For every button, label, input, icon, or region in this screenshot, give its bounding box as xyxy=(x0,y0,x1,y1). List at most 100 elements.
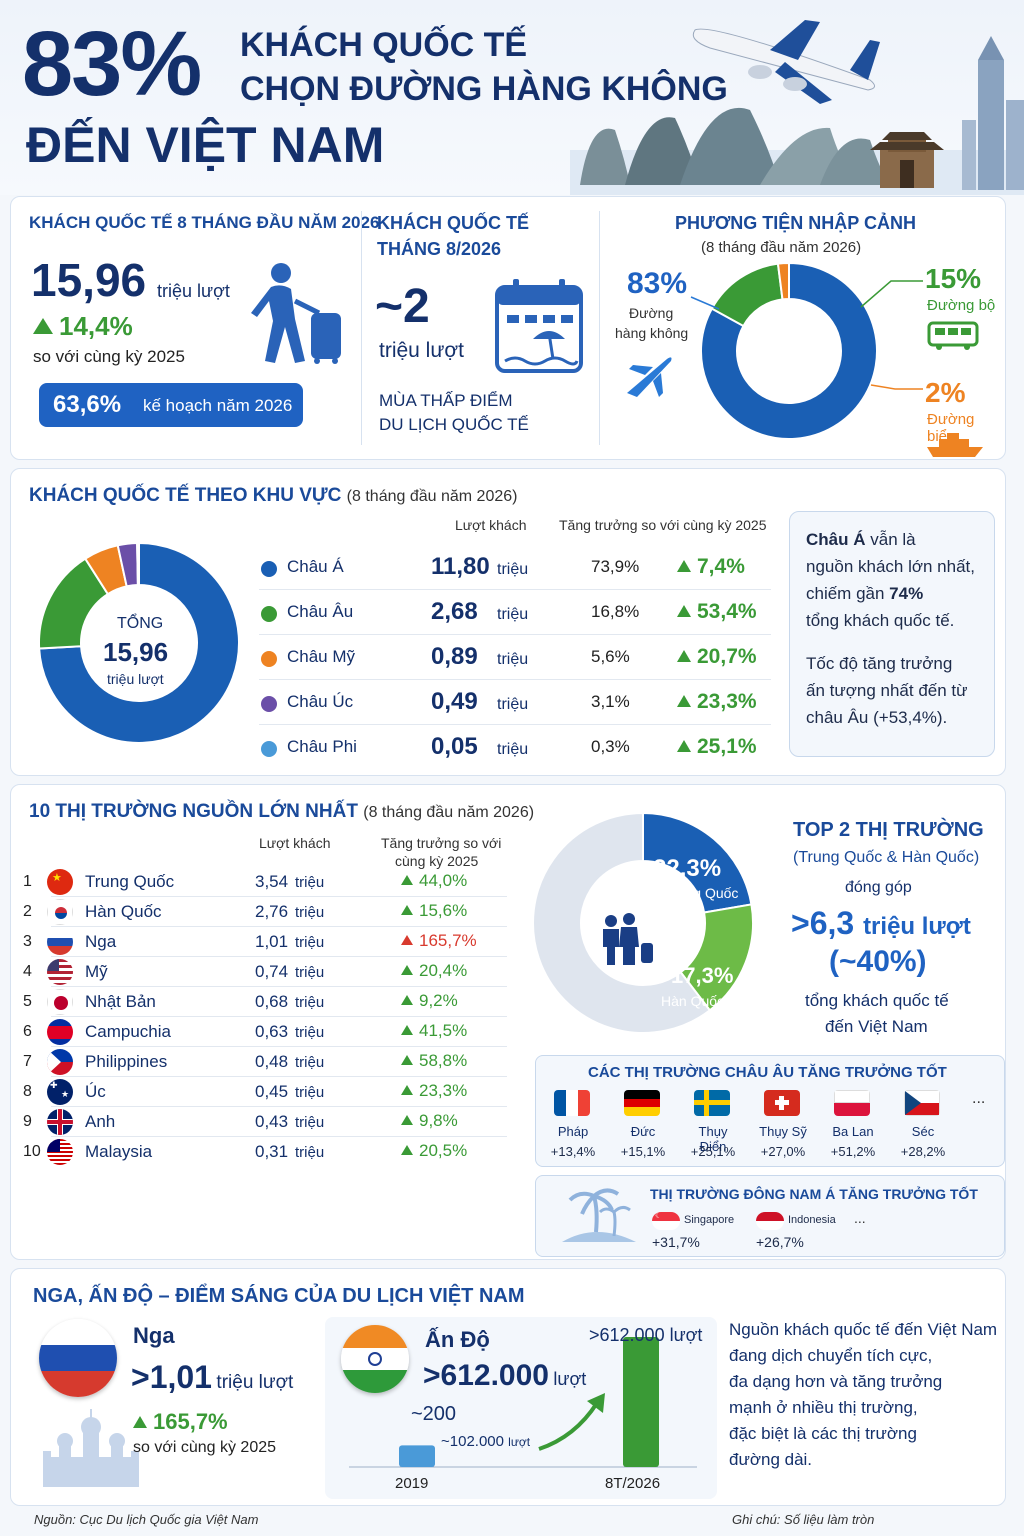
market-unit: triệu xyxy=(295,874,325,891)
russia-flag xyxy=(39,1319,117,1397)
market-name: Philippines xyxy=(85,1052,168,1071)
donut-slice-africa xyxy=(136,541,140,587)
up-arrow-icon xyxy=(677,605,691,617)
regions-center-label: TỔNG xyxy=(117,615,164,632)
flag-icon xyxy=(694,1090,730,1116)
market-growth: 165,7% xyxy=(419,931,477,950)
europe-country: Séc xyxy=(911,1124,935,1139)
region-name: Châu Âu xyxy=(287,602,354,621)
growth-value: 14,4% xyxy=(59,311,133,341)
region-name: Châu Mỹ xyxy=(287,647,356,666)
india-bar-chart xyxy=(349,1337,697,1468)
footer-note: Ghi chú: Số liệu làm tròn xyxy=(732,1512,875,1527)
market-unit: triệu xyxy=(295,1024,325,1041)
region-name: Châu Úc xyxy=(287,692,354,711)
region-unit: triệu xyxy=(497,561,529,578)
divider xyxy=(361,211,362,445)
big-percent: 83% xyxy=(22,13,202,115)
market-value: 0,63 xyxy=(255,1022,289,1041)
market-value: 1,01 xyxy=(255,932,289,951)
europe-title: CÁC THỊ TRƯỜNG CHÂU ÂU TĂNG TRƯỞNG TỐT xyxy=(588,1064,947,1081)
row-divider xyxy=(51,1016,507,1017)
market-growth: 41,5% xyxy=(419,1021,468,1040)
header-title-line2: CHỌN ĐƯỜNG HÀNG KHÔNG xyxy=(240,70,728,108)
month-note-2: DU LỊCH QUỐC TẾ xyxy=(379,415,529,434)
europe-country: Thụy Sỹ xyxy=(759,1124,807,1139)
europe-box: CÁC THỊ TRƯỜNG CHÂU ÂU TĂNG TRƯỞNG TỐT P… xyxy=(535,1055,1005,1167)
note-text: chiếm gần xyxy=(806,584,885,603)
row-divider xyxy=(259,589,771,590)
divider xyxy=(599,211,600,445)
russia-unit: triệu lượt xyxy=(216,1372,294,1393)
plan-pct: 63,6% xyxy=(53,391,122,418)
europe-growth: +25,1% xyxy=(690,1144,736,1159)
sea-title: THỊ TRƯỜNG ĐÔNG NAM Á TĂNG TRƯỞNG TỐT xyxy=(650,1186,978,1202)
regions-subtitle: (8 tháng đầu năm 2026) xyxy=(346,488,518,505)
top2-note-2: đến Việt Nam xyxy=(825,1017,928,1036)
russia-growth-row: 165,7% xyxy=(133,1409,228,1435)
europe-growth: +15,1% xyxy=(620,1144,666,1159)
india-unit: lượt xyxy=(553,1369,587,1389)
sea-country: Indonesia xyxy=(788,1214,836,1226)
market-growth-cell: 9,8% xyxy=(401,1111,458,1131)
summary-line: Nguồn khách quốc tế đến Việt Nam xyxy=(729,1320,998,1339)
row-divider xyxy=(51,896,507,897)
summary-title: KHÁCH QUỐC TẾ 8 THÁNG ĐẦU NĂM 2026 xyxy=(29,213,380,232)
header: 83% KHÁCH QUỐC TẾ CHỌN ĐƯỜNG HÀNG KHÔNG … xyxy=(0,0,1024,195)
transport-subtitle: (8 tháng đầu năm 2026) xyxy=(701,239,862,256)
region-name: Châu Á xyxy=(287,557,344,576)
russia-note: so với cùng kỳ 2025 xyxy=(133,1439,277,1456)
market-growth: 9,2% xyxy=(419,991,458,1010)
flag-icon: ★ ✚ xyxy=(47,1079,73,1105)
region-growth-cell: 7,4% xyxy=(677,555,745,579)
row-divider xyxy=(51,986,507,987)
markets-title: 10 THỊ TRƯỜNG NGUỒN LỚN NHẤT xyxy=(29,801,358,822)
region-growth: 7,4% xyxy=(697,555,745,578)
europe-country: Thụy Điển xyxy=(698,1124,728,1154)
summary-line: đang dịch chuyển tích cực, xyxy=(729,1346,933,1365)
market-unit: triệu xyxy=(295,1144,325,1161)
regions-center-value: 15,96 xyxy=(103,637,169,667)
summary-line: đa dạng hơn và tăng trưởng xyxy=(729,1372,943,1391)
up-arrow-icon xyxy=(401,1115,413,1125)
regions-col-visitors: Lượt khách xyxy=(455,517,527,533)
cn-pct: 22,3% xyxy=(653,855,722,882)
region-growth: 53,4% xyxy=(697,600,757,623)
market-rank: 1 xyxy=(23,873,32,890)
note-line: chiếm gần 74% xyxy=(806,580,978,607)
regions-title-row: KHÁCH QUỐC TẾ THEO KHU VỰC (8 tháng đầu … xyxy=(29,485,517,507)
air-label-2: hàng không xyxy=(615,325,689,341)
regions-card: KHÁCH QUỐC TẾ THEO KHU VỰC (8 tháng đầu … xyxy=(10,468,1006,776)
market-value: 3,54 xyxy=(255,872,289,891)
summary-line: đường dài. xyxy=(729,1450,813,1469)
market-name: Nga xyxy=(85,932,117,951)
india-value-row: >612.000 lượt xyxy=(423,1359,586,1393)
market-growth-cell: 15,6% xyxy=(401,901,467,921)
flag-icon xyxy=(47,1109,73,1135)
regions-note: Châu Á vẫn là nguồn khách lớn nhất, chiế… xyxy=(789,511,995,757)
region-value: 0,89 xyxy=(431,643,478,670)
up-arrow-icon xyxy=(401,1025,413,1035)
market-growth-cell: 20,4% xyxy=(401,961,467,981)
bar-label-2019-a: ~200 xyxy=(411,1403,457,1425)
arrow-head-icon xyxy=(587,1393,605,1413)
region-name: Châu Phi xyxy=(287,737,357,756)
up-arrow-icon xyxy=(677,695,691,707)
market-rank: 4 xyxy=(23,963,32,980)
region-growth: 23,3% xyxy=(697,690,757,713)
market-name: Hàn Quốc xyxy=(85,902,162,921)
region-growth-cell: 23,3% xyxy=(677,690,757,714)
india-name: Ấn Độ xyxy=(425,1327,490,1352)
region-value: 11,80 xyxy=(431,553,490,580)
russia-value-row: >1,01 triệu lượt xyxy=(131,1359,293,1396)
market-unit: triệu xyxy=(295,1114,325,1131)
note-bold: Châu Á xyxy=(806,530,866,549)
up-arrow-icon xyxy=(401,965,413,975)
flag-icon xyxy=(47,1049,73,1075)
footer-source: Nguồn: Cục Du lịch Quốc gia Việt Nam xyxy=(34,1512,259,1527)
region-value: 0,49 xyxy=(431,688,478,715)
regions-center-unit: triệu lượt xyxy=(107,671,164,687)
flag-icon xyxy=(624,1090,660,1116)
plan-badge: 63,6% kế hoạch năm 2026 xyxy=(39,383,303,427)
region-unit: triệu xyxy=(497,741,529,758)
